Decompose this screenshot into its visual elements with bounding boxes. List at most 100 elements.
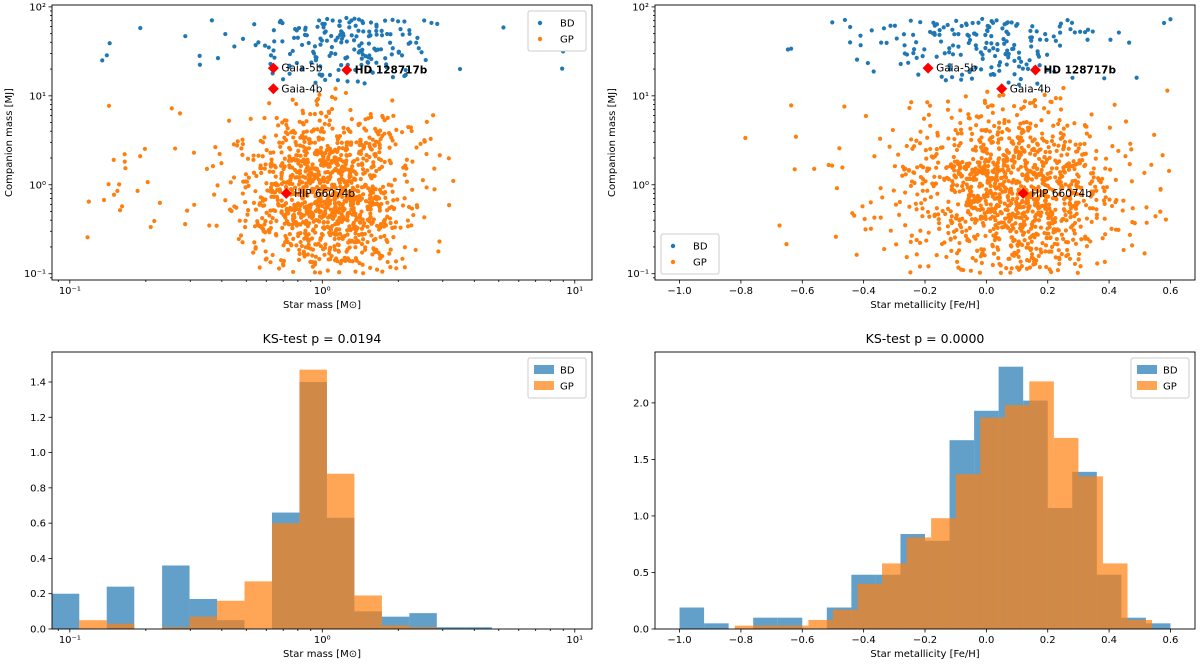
gp-point [1025,209,1030,214]
gp-point [1046,194,1051,199]
gp-point [294,175,299,180]
gp-point [1073,142,1078,147]
gp-point [353,245,358,250]
gp-point [391,198,396,203]
bd-point [914,40,919,45]
gp-point [968,185,973,190]
gp-point [340,146,345,151]
gp-point [340,205,345,210]
bd-point [995,47,1000,53]
gp-point [961,180,966,185]
y-tick-label: 0.0 [30,625,46,636]
gp-point [333,228,339,233]
highlight-marker [922,62,934,74]
gp-point [862,216,867,222]
gp-point [313,242,318,247]
gp-point [317,92,322,97]
legend-label-bd: BD [560,366,575,377]
gp-point [273,133,279,138]
gp-point [355,184,360,189]
highlight-marker [1017,187,1029,199]
gp-point [273,232,279,237]
gp-point [410,187,415,192]
gp-point [990,139,995,145]
gp-point [982,128,987,133]
bar-gp [79,620,107,629]
gp-point [954,147,960,153]
gp-point [1020,128,1025,133]
gp-point [1128,141,1133,146]
gp-point [333,96,338,101]
gp-point [1066,209,1072,215]
legend-label-gp: GP [1163,382,1177,393]
bd-point [399,53,405,58]
gp-point [404,166,409,171]
gp-point [966,112,971,117]
bd-point [400,32,405,37]
axes-frame [654,4,1196,281]
gp-point [173,146,178,151]
gp-point [350,238,355,244]
gp-point [863,227,868,232]
gp-point [1084,216,1090,221]
gp-point [360,262,365,267]
gp-point [255,219,260,224]
gp-point [232,204,237,209]
bar-bd [436,627,465,629]
bd-point [329,33,334,39]
gp-point [348,228,353,233]
gp-point [288,186,294,192]
bar-gp [882,563,907,629]
x-tick-label: −0.8 [729,635,753,646]
gp-point [1042,154,1047,160]
bd-point [1035,49,1040,54]
gp-point [1022,237,1027,243]
gp-point [1018,152,1023,157]
bd-point [361,29,366,34]
gp-point [192,202,197,207]
gp-point [1047,175,1052,180]
gp-point [262,135,267,140]
gp-point [326,202,331,208]
gp-point [1059,153,1064,158]
gp-point [964,182,969,187]
gp-point [329,253,334,259]
bd-point [1024,62,1029,67]
gp-point [1040,173,1046,179]
gp-point [325,179,330,185]
bd-point [954,18,959,23]
gp-point [1050,221,1055,226]
gp-point [306,137,311,142]
gp-point [296,161,301,166]
y-tick-label: 1.2 [30,413,46,424]
gp-point [387,216,393,221]
bar-gp [1102,563,1128,629]
gp-point [337,227,342,232]
bar-gp [381,625,410,629]
gp-point [997,120,1002,125]
bd-point [871,69,876,74]
gp-point [1144,205,1149,210]
gp-point [909,100,914,105]
bd-point [315,24,320,29]
gp-point [267,101,272,106]
bd-point [902,43,907,48]
gp-point [291,218,296,223]
gp-point [900,173,905,178]
gp-point [903,172,908,177]
gp-point [920,206,925,211]
gp-point [257,265,262,270]
gp-point [312,140,318,145]
gp-point [339,152,344,158]
bar-gp [189,616,218,629]
gp-point [975,160,980,165]
gp-point [924,238,929,243]
gp-point [302,158,307,163]
gp-point [812,166,817,172]
gp-point [380,133,385,139]
gp-point [1001,224,1006,230]
gp-point [927,103,933,108]
gp-point [223,198,228,203]
gp-point [324,114,329,119]
gp-point [274,115,279,121]
